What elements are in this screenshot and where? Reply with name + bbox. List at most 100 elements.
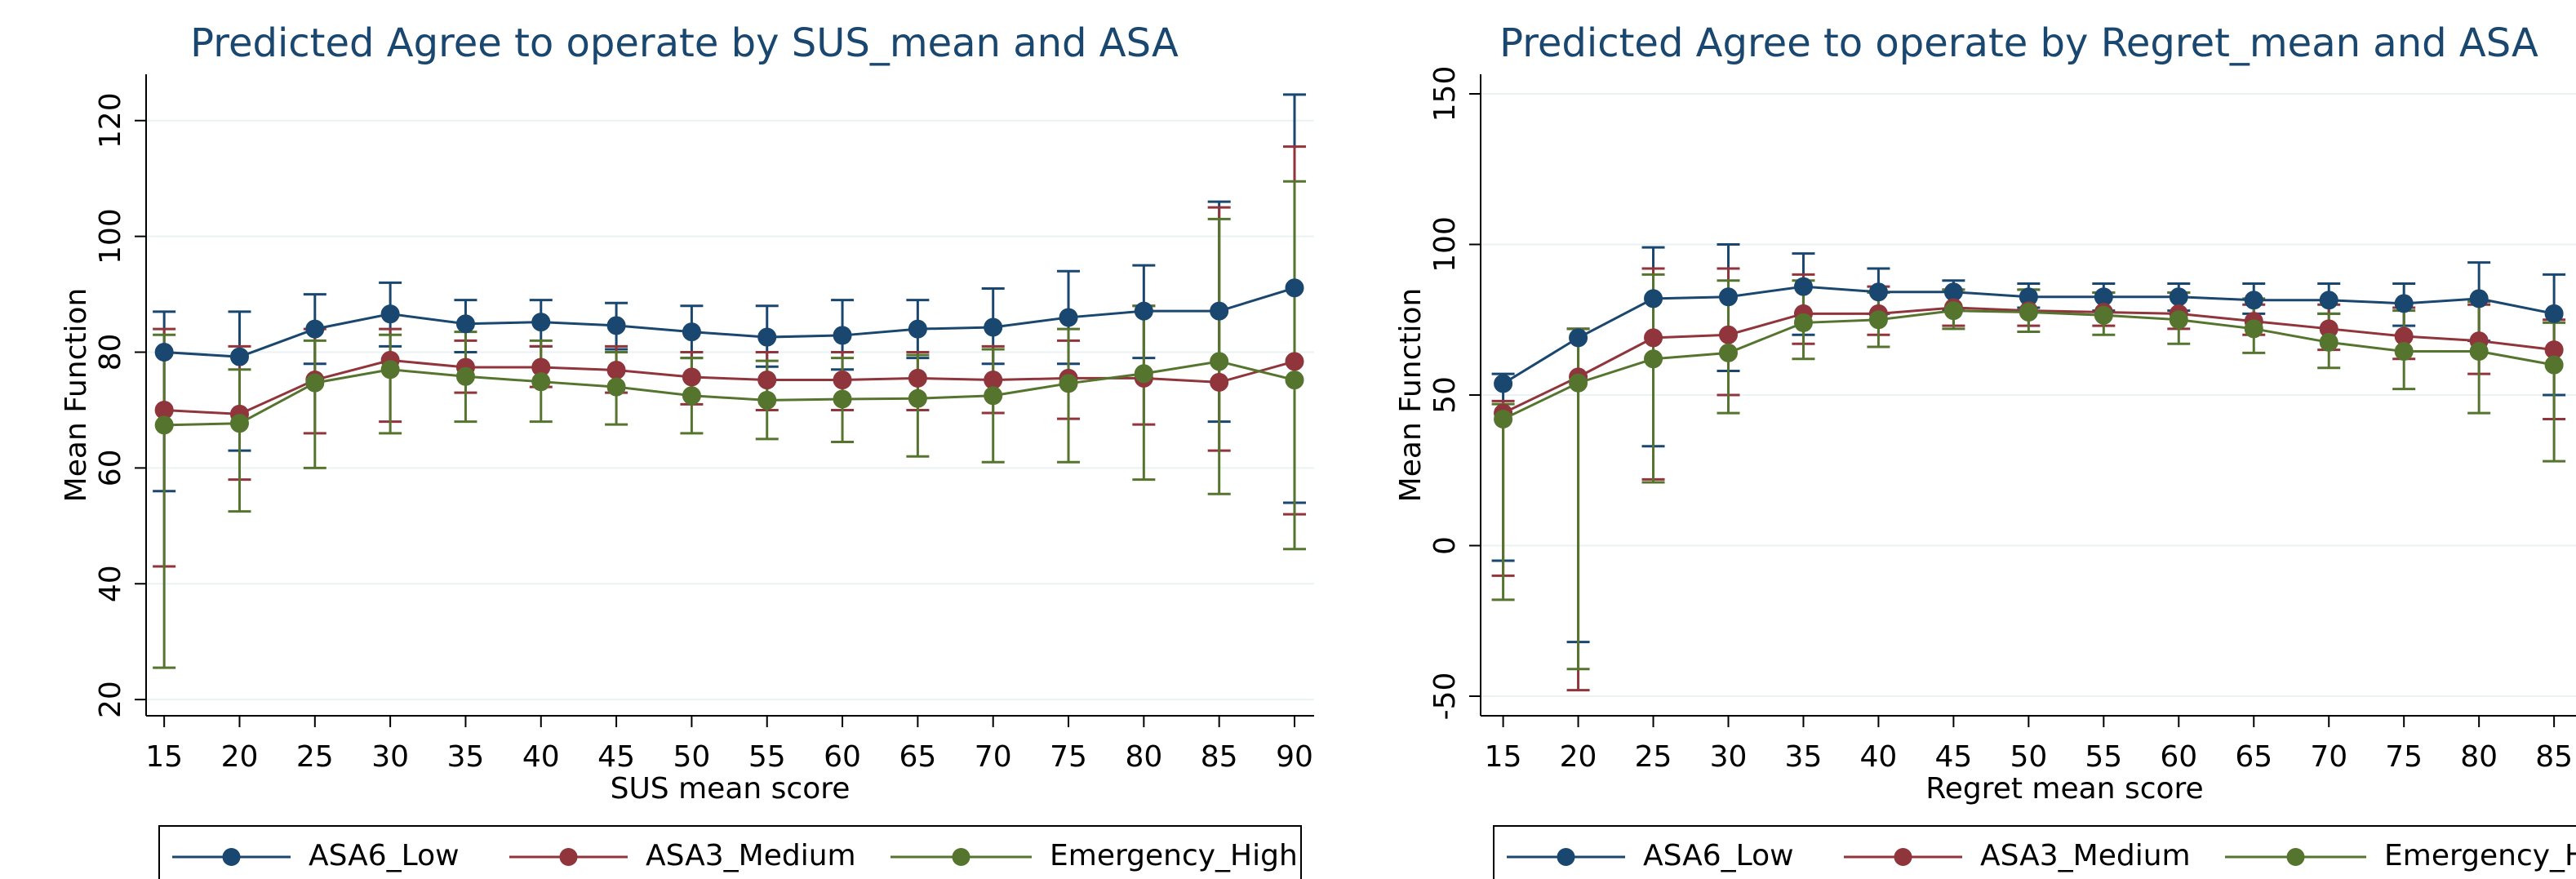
- point: [455, 366, 475, 386]
- legend-marker: [1894, 848, 1912, 866]
- point: [531, 313, 551, 332]
- point: [606, 377, 626, 397]
- y-tick-label: 80: [94, 334, 127, 371]
- y-tick-label: -50: [1428, 673, 1462, 721]
- point: [682, 322, 701, 342]
- x-tick-label: 85: [1201, 740, 1238, 774]
- point: [2544, 304, 2564, 323]
- legend-marker: [1557, 848, 1575, 866]
- legend-label: Emergency_High: [2384, 839, 2576, 872]
- error-bar: [153, 333, 176, 669]
- point: [2244, 319, 2263, 339]
- legend-marker: [952, 848, 970, 866]
- error-bar: [228, 368, 251, 513]
- point: [757, 327, 777, 347]
- point: [1059, 308, 1078, 327]
- error-bar: [303, 339, 326, 469]
- x-tick-label: 90: [1276, 740, 1313, 774]
- point: [984, 386, 1003, 406]
- x-tick-label: 35: [447, 740, 485, 774]
- x-tick-label: 30: [371, 740, 409, 774]
- point: [682, 367, 701, 387]
- y-tick-label: 50: [1428, 376, 1462, 414]
- legend-label: ASA6_Low: [309, 839, 460, 872]
- x-tick-label: 85: [2535, 740, 2573, 774]
- point: [757, 371, 777, 390]
- point: [1718, 287, 1738, 307]
- point: [2244, 291, 2263, 310]
- point: [606, 316, 626, 335]
- x-tick-label: 55: [2085, 740, 2122, 774]
- x-tick-label: 75: [2385, 740, 2423, 774]
- point: [2469, 341, 2489, 361]
- legend-box: [158, 825, 1302, 879]
- point: [229, 414, 249, 433]
- point: [2169, 287, 2188, 307]
- point: [1569, 328, 1588, 348]
- point: [2319, 332, 2338, 352]
- point: [154, 343, 174, 362]
- legend-marker: [559, 848, 578, 866]
- chart-panel: Predicted Agree to operate by Regret_mea…: [1394, 20, 2576, 879]
- point: [682, 386, 701, 406]
- point: [1285, 371, 1304, 390]
- chart-title: Predicted Agree to operate by Regret_mea…: [1499, 20, 2538, 66]
- point: [984, 317, 1003, 337]
- y-tick-label: 20: [94, 681, 127, 718]
- series-line: [164, 286, 1295, 358]
- point: [1494, 410, 1513, 429]
- y-axis-title: Mean Function: [1394, 288, 1428, 503]
- point: [229, 347, 249, 366]
- x-tick-label: 70: [975, 740, 1012, 774]
- legend-label: ASA6_Low: [1643, 839, 1794, 872]
- x-axis-title: SUS mean score: [611, 772, 851, 806]
- x-axis-title: Regret mean score: [1925, 772, 2203, 806]
- chart-title: Predicted Agree to operate by SUS_mean a…: [190, 20, 1179, 66]
- point: [531, 372, 551, 392]
- point: [1134, 301, 1153, 321]
- point: [305, 373, 325, 393]
- y-tick-label: 40: [94, 565, 127, 602]
- point: [1059, 374, 1078, 393]
- x-tick-label: 45: [597, 740, 635, 774]
- x-tick-label: 20: [1560, 740, 1597, 774]
- x-tick-label: 25: [296, 740, 334, 774]
- y-tick-label: 60: [94, 449, 127, 486]
- x-tick-label: 30: [1710, 740, 1748, 774]
- point: [833, 371, 852, 390]
- x-tick-label: 70: [2310, 740, 2347, 774]
- point: [1210, 352, 1229, 371]
- legend-marker: [222, 848, 241, 866]
- point: [1793, 277, 1813, 296]
- point: [908, 388, 927, 408]
- y-tick-label: 120: [94, 92, 127, 149]
- y-tick-label: 0: [1428, 536, 1462, 555]
- error-bar: [1641, 273, 1665, 484]
- y-tick-label: 150: [1428, 66, 1462, 122]
- error-bar: [1132, 304, 1156, 482]
- x-tick-label: 80: [2460, 740, 2498, 774]
- point: [2469, 289, 2489, 309]
- x-tick-label: 40: [1860, 740, 1898, 774]
- point: [908, 319, 927, 339]
- point: [455, 314, 475, 334]
- point: [1285, 352, 1304, 371]
- x-tick-label: 75: [1050, 740, 1087, 774]
- point: [305, 319, 325, 339]
- x-tick-label: 45: [1934, 740, 1972, 774]
- x-tick-label: 35: [1785, 740, 1823, 774]
- error-bar: [981, 348, 1005, 464]
- x-tick-label: 20: [221, 740, 259, 774]
- point: [1943, 301, 1963, 321]
- point: [757, 390, 777, 410]
- point: [1868, 282, 1888, 302]
- point: [2019, 303, 2038, 322]
- point: [2094, 305, 2113, 325]
- point: [380, 360, 400, 380]
- point: [1718, 343, 1738, 362]
- point: [1793, 313, 1813, 332]
- point: [1644, 328, 1663, 348]
- series-line: [164, 360, 1295, 427]
- point: [2544, 355, 2564, 375]
